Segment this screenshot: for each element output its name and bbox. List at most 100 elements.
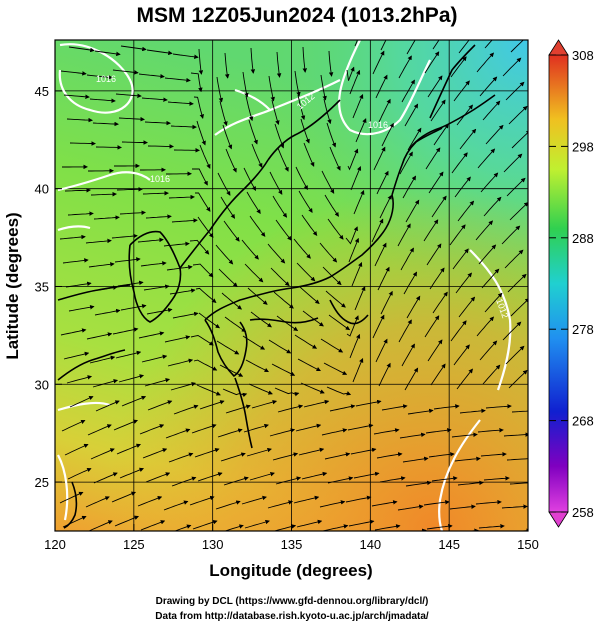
pressure-contours: [57, 40, 512, 531]
streamline: [407, 127, 422, 151]
streamline: [68, 305, 95, 312]
streamline: [60, 328, 87, 336]
streamline: [168, 452, 194, 463]
china-korea-coast: [179, 159, 269, 269]
streamline: [223, 220, 240, 242]
coastlines: [57, 44, 496, 529]
streamline: [140, 520, 166, 531]
streamline: [272, 195, 288, 218]
streamline: [350, 447, 377, 455]
streamline: [85, 238, 112, 244]
china-east-coast: [57, 349, 126, 381]
streamline: [219, 364, 244, 377]
x-axis-label: Longitude (degrees): [209, 561, 372, 580]
kyushu-coast: [204, 319, 248, 378]
streamline: [345, 226, 358, 245]
streamline: [276, 51, 282, 78]
streamline: [476, 316, 494, 337]
streamline: [219, 100, 228, 127]
streamline: [484, 40, 493, 49]
streamline: [302, 310, 324, 327]
streamline: [119, 210, 146, 215]
streamline: [275, 219, 292, 241]
streamline: [220, 452, 246, 462]
streamline: [376, 452, 403, 459]
streamline: [143, 284, 170, 291]
streamline: [296, 262, 316, 282]
streamline: [300, 382, 325, 394]
streamline: [320, 338, 344, 353]
streamline: [320, 74, 327, 101]
streamline: [349, 69, 361, 95]
streamline: [269, 171, 283, 195]
streamline: [501, 504, 528, 509]
streamline: [453, 80, 470, 102]
streamline: [347, 423, 374, 431]
streamline: [93, 472, 118, 484]
streamline: [225, 148, 237, 173]
streamline: [326, 386, 352, 396]
x-tick-label: 135: [281, 537, 303, 552]
streamline: [217, 428, 243, 438]
streamline: [165, 428, 191, 439]
y-tick-label: 30: [35, 377, 49, 392]
streamline: [86, 332, 113, 340]
streamline: [68, 46, 95, 53]
streamline: [197, 216, 214, 238]
streamline: [404, 103, 419, 127]
streamline: [217, 172, 231, 196]
streamline: [404, 367, 419, 391]
streamline: [271, 99, 280, 126]
streamline: [244, 263, 264, 283]
streamline: [114, 257, 141, 263]
streamline: [433, 123, 449, 146]
streamline: [397, 223, 411, 247]
colorbar-min-arrow: [548, 511, 569, 528]
streamline: [406, 40, 416, 55]
streamline: [89, 98, 116, 103]
streamline: [251, 399, 278, 409]
streamline: [139, 424, 165, 435]
streamline: [218, 268, 238, 288]
streamline: [329, 404, 356, 412]
streamline: [301, 214, 318, 236]
streamline: [138, 73, 165, 79]
taiwan-coast: [63, 481, 78, 529]
streamline: [458, 40, 470, 54]
map-title: MSM 12Z05Jun2024 (1013.2hPa): [137, 4, 458, 27]
streamline: [222, 388, 248, 398]
streamline: [140, 261, 167, 267]
streamline: [92, 379, 119, 388]
streamline: [328, 314, 351, 331]
streamline: [267, 243, 286, 264]
streamline: [92, 121, 119, 127]
streamline: [349, 333, 361, 359]
streamline: [199, 400, 225, 410]
ryukyu-islands: [234, 377, 253, 449]
streamline: [427, 75, 443, 98]
x-tick-label: 125: [123, 537, 145, 552]
streamline: [220, 196, 236, 219]
streamline: [457, 480, 484, 486]
streamline: [406, 295, 421, 319]
streamline: [224, 316, 247, 333]
streamline: [296, 519, 323, 528]
streamline: [324, 452, 351, 460]
streamline: [67, 468, 92, 480]
streamline: [351, 262, 363, 287]
streamline: [505, 345, 525, 365]
streamline: [482, 364, 501, 385]
streamline: [371, 500, 398, 507]
streamline: [225, 404, 251, 414]
streamline: [277, 147, 289, 172]
colorbar-tick-label: 298: [572, 139, 594, 154]
contour-line: [57, 401, 111, 412]
streamline: [450, 320, 467, 342]
map-plot-area: 1016 1016 1012 1016 1012: [55, 40, 528, 531]
streamline: [345, 495, 372, 503]
streamline: [294, 334, 318, 349]
contour-line: [57, 454, 69, 521]
streamline: [64, 443, 89, 456]
streamline: [381, 404, 408, 411]
streamline: [94, 308, 121, 316]
